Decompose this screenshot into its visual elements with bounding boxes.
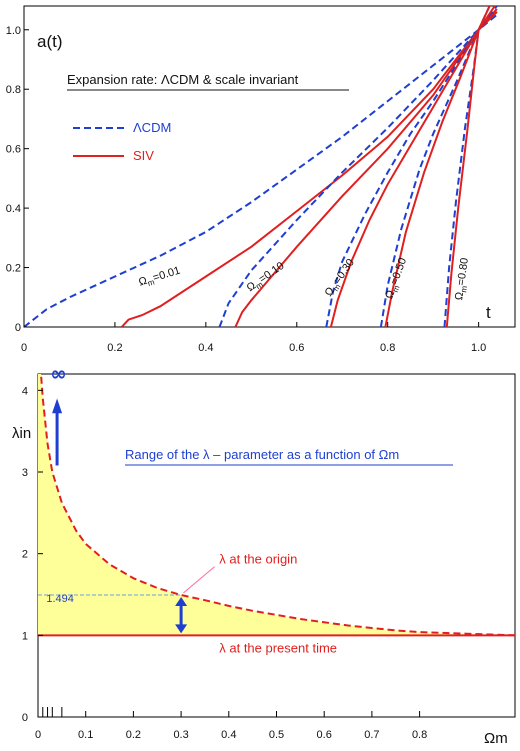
omega-label: Ωm=0.80	[453, 257, 473, 301]
top-xtick-label: 0.4	[198, 342, 213, 354]
bottom-ylabel: λin	[12, 425, 31, 442]
range-area-fill	[38, 374, 515, 636]
bottom-xtick-label: 0.5	[269, 729, 284, 741]
infinity-arrow-head	[52, 398, 63, 414]
series-line-lcdm-6	[379, 6, 498, 327]
series-line-lcdm-0	[24, 14, 498, 327]
top-xlabel: t	[486, 303, 491, 322]
top-ytick-label: 0.4	[6, 203, 21, 215]
top-xtick-label: 0.8	[380, 342, 395, 354]
bottom-xtick-label: 0.2	[126, 729, 141, 741]
bottom-xtick-label: 0.6	[317, 729, 332, 741]
legend-lcdm-label: ΛCDM	[133, 120, 171, 135]
top-xtick-label: 1.0	[471, 342, 486, 354]
bottom-ytick-label: 3	[22, 467, 28, 479]
bottom-title: Range of the λ – parameter as a function…	[125, 447, 399, 462]
bottom-xtick-label: 0.4	[221, 729, 236, 741]
series-line-origin	[39, 374, 515, 637]
series-line-siv-5	[329, 8, 498, 327]
series-line-siv-3	[234, 11, 498, 327]
infinity-label: ∞	[50, 362, 67, 386]
top-ylabel: a(t)	[37, 32, 63, 51]
series-line-lcdm-4	[325, 8, 498, 327]
top-xtick-label: 0.6	[289, 342, 304, 354]
top-plot-frame	[23, 5, 516, 328]
top-xtick-label: 0	[21, 342, 27, 354]
series-line-siv-1	[120, 11, 498, 327]
bottom-panel: 0 0.1 0.2 0.3 0.4 0.5 0.6 0.7 0.8 0 1 2 3 4 λin Ωm Ra…	[12, 362, 516, 747]
series-line-siv-7	[384, 6, 496, 327]
top-xtick-label: 0.2	[107, 342, 122, 354]
bottom-xtick-label: 0.3	[173, 729, 188, 741]
series-line-siv-9	[445, 6, 491, 327]
top-legend: ΛCDM SIV	[73, 120, 171, 163]
top-ytick-label: 0	[15, 322, 21, 334]
bottom-ticks: 0 0.1 0.2 0.3 0.4 0.5 0.6 0.7 0.8 0 1 2 3 4	[22, 385, 427, 741]
bottom-ytick-label: 1	[22, 630, 28, 642]
series-line-lcdm-2	[218, 11, 498, 327]
bottom-ytick-label: 4	[22, 385, 28, 397]
top-title: Expansion rate: ΛCDM & scale invariant	[67, 72, 299, 87]
top-ytick-label: 0.8	[6, 84, 21, 96]
range-arrow-head-down	[175, 624, 188, 634]
bottom-annotations: λ at the origin λ at the present time 1.49…	[46, 362, 337, 656]
top-panel: 0 0.2 0.4 0.6 0.8 1.000.20.40.60.81.0 a(t) t …	[6, 5, 516, 354]
bottom-xlabel: Ωm	[484, 730, 508, 747]
bottom-ytick-label: 0	[22, 712, 28, 724]
bottom-plot-frame	[37, 373, 516, 718]
bottom-xtick-label: 0.1	[78, 729, 93, 741]
bottom-xtick-label: 0.8	[412, 729, 427, 741]
bottom-xtick-label: 0.7	[364, 729, 379, 741]
legend-siv-label: SIV	[133, 148, 154, 163]
bottom-ytick-label: 2	[22, 549, 28, 561]
top-curves	[24, 6, 498, 327]
top-ytick-label: 0.2	[6, 263, 21, 275]
range-arrow-head-up	[175, 596, 188, 606]
present-label: λ at the present time	[219, 640, 337, 655]
bottom-plot	[38, 374, 515, 637]
origin-pointer-line	[183, 566, 215, 594]
bottom-ylabel-text: λin	[12, 425, 31, 442]
marker-value-label: 1.494	[46, 593, 74, 605]
top-ytick-label: 0.6	[6, 144, 21, 156]
origin-label: λ at the origin	[219, 551, 297, 566]
top-ticks: 0 0.2 0.4 0.6 0.8 1.0 0 0.2 0.4 0.6 0.8 1.0	[6, 25, 487, 354]
top-ytick-label: 1.0	[6, 25, 21, 37]
bottom-xtick-label: 0	[35, 729, 41, 741]
